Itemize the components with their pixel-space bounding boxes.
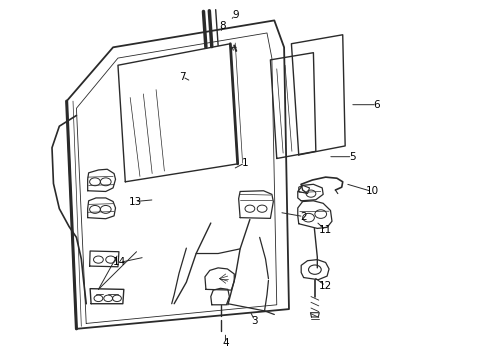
Text: 2: 2 bbox=[300, 212, 307, 221]
Text: 9: 9 bbox=[232, 10, 239, 20]
Text: 8: 8 bbox=[220, 21, 226, 31]
Text: 6: 6 bbox=[373, 100, 380, 110]
Text: 1: 1 bbox=[242, 158, 248, 168]
Text: 3: 3 bbox=[251, 316, 258, 325]
Text: 14: 14 bbox=[113, 257, 126, 267]
Text: 11: 11 bbox=[319, 225, 332, 235]
Text: 12: 12 bbox=[319, 281, 332, 291]
Text: 5: 5 bbox=[349, 152, 356, 162]
Text: 10: 10 bbox=[366, 186, 379, 197]
Text: 13: 13 bbox=[128, 197, 142, 207]
Text: 4: 4 bbox=[222, 338, 229, 348]
Text: 7: 7 bbox=[179, 72, 186, 82]
